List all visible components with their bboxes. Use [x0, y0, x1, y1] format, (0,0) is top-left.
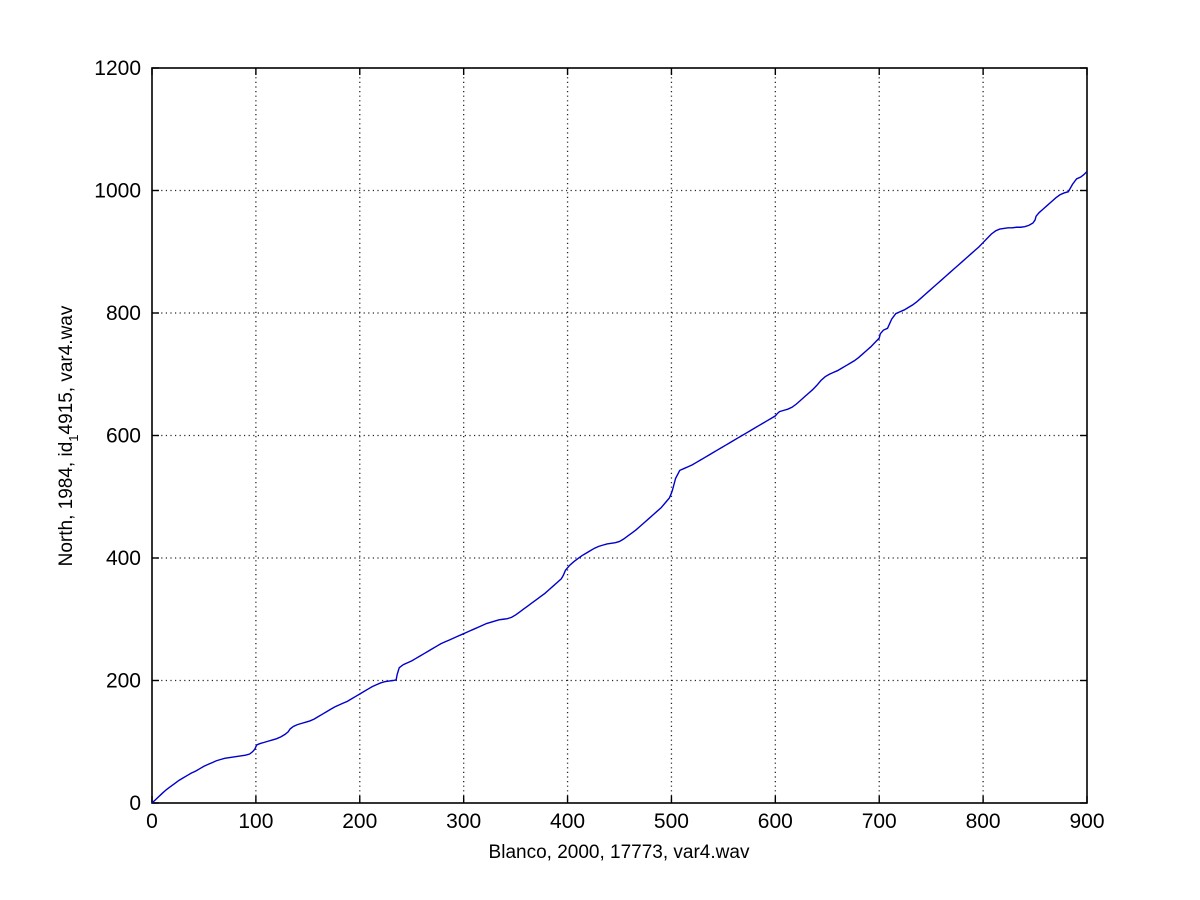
x-tick-label: 700	[862, 810, 897, 833]
data-series-layer	[151, 171, 1088, 804]
y-axis-title-after: 4915, var4.wav	[56, 305, 77, 434]
y-tick-label: 0	[129, 792, 141, 815]
y-axis-title: North, 1984, id14915, var4.wav	[56, 305, 81, 566]
y-tick-labels: 0 200 400 600 800 1000 1200	[94, 57, 141, 815]
y-tick-label: 1000	[94, 180, 141, 203]
y-tick-label: 1200	[94, 57, 141, 80]
x-tick-label: 600	[758, 810, 793, 833]
x-tick-label: 400	[550, 810, 585, 833]
plot-box-border	[151, 67, 1088, 804]
x-tick-label: 800	[966, 810, 1001, 833]
x-axis-title: Blanco, 2000, 17773, var4.wav	[489, 842, 750, 863]
x-tick-label: 0	[146, 810, 158, 833]
data-line	[151, 171, 1088, 804]
y-tick-label: 600	[106, 425, 141, 448]
y-tick-label: 200	[106, 670, 141, 693]
x-tick-label: 300	[446, 810, 481, 833]
grid-layer	[152, 68, 1087, 803]
x-tick-label: 900	[1069, 810, 1104, 833]
svg-text:North, 1984, id14915, var4.wav: North, 1984, id14915, var4.wav	[56, 305, 81, 566]
x-tick-label: 100	[238, 810, 273, 833]
y-tick-label: 400	[106, 547, 141, 570]
x-tick-label: 200	[342, 810, 377, 833]
x-tick-labels: 0 100 200 300 400 500 600 700 800 900	[146, 810, 1104, 833]
y-tick-label: 800	[106, 302, 141, 325]
y-axis-title-before: North, 1984, id	[56, 442, 77, 567]
x-tick-label: 500	[654, 810, 689, 833]
y-axis-title-subscript: 1	[66, 434, 81, 441]
